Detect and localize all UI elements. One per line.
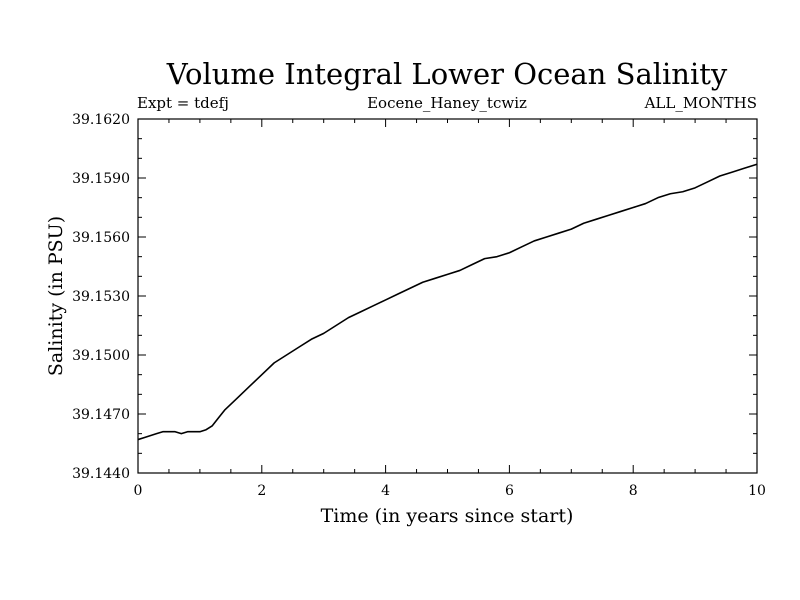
x-tick-label: 10 [748,483,766,499]
subtitle-run-name: Eocene_Haney_tcwiz [367,94,527,112]
y-axis-label: Salinity (in PSU) [45,216,67,376]
x-tick-label: 6 [505,483,514,499]
y-tick-label: 39.1470 [72,407,130,423]
subtitle-months: ALL_MONTHS [644,94,757,112]
y-tick-label: 39.1590 [72,171,130,187]
x-tick-label: 4 [381,483,390,499]
plot-frame [137,118,758,474]
x-axis-label: Time (in years since start) [321,505,574,527]
y-tick-label: 39.1620 [72,112,130,128]
y-tick-labels: 39.1440 39.1470 39.1500 39.1530 39.1560 39.15… [72,112,130,482]
subtitle-experiment: Expt = tdefj [137,94,229,112]
y-tick-label: 39.1440 [72,466,130,482]
x-tick-label: 2 [257,483,266,499]
y-tick-label: 39.1560 [72,230,130,246]
x-tick-labels: 0 2 4 6 8 10 [134,483,766,499]
salinity-series-line [137,163,758,441]
x-tick-label: 0 [134,483,143,499]
y-tick-label: 39.1500 [72,348,130,364]
chart-title: Volume Integral Lower Ocean Salinity [166,57,728,91]
x-tick-label: 8 [629,483,638,499]
y-tick-label: 39.1530 [72,289,130,305]
axis-ticks [137,118,758,474]
